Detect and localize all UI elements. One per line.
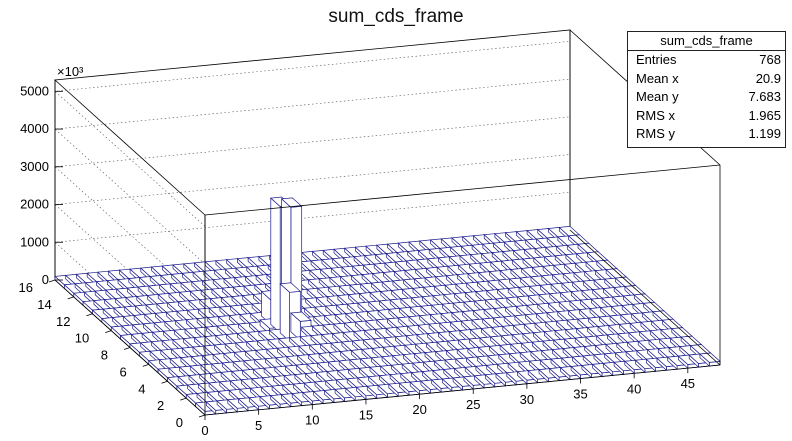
- y-tick-mark: [142, 363, 149, 367]
- y-tick-label: 6: [120, 364, 127, 379]
- y-tick-label: 8: [101, 348, 108, 363]
- x-tick-label: 25: [466, 397, 480, 412]
- z-tick-label: 0: [42, 272, 49, 287]
- bar-top-face: [279, 282, 302, 293]
- stats-row-rms-x: RMS x 1.965: [636, 107, 781, 123]
- x-tick-label: 0: [201, 423, 208, 438]
- y-tick-mark: [161, 380, 168, 384]
- z-tick-label: 2000: [20, 197, 49, 212]
- y-tick-label: 16: [19, 280, 33, 295]
- x-tick-label: 15: [359, 407, 373, 422]
- y-tick-mark: [86, 313, 93, 317]
- x-tick-label: 20: [412, 402, 426, 417]
- x-tick-label: 30: [520, 392, 534, 407]
- grid-line-z: [54, 41, 571, 227]
- y-tick-label: 12: [56, 314, 70, 329]
- stats-row-mean-y: Mean y 7.683: [636, 89, 781, 104]
- y-tick-label: 10: [75, 331, 89, 346]
- chart-title: sum_cds_frame: [328, 6, 464, 27]
- z-tick-label: 4000: [20, 121, 49, 136]
- y-tick-label: 14: [37, 297, 51, 312]
- frame-edge: [204, 164, 721, 216]
- stats-row-rms-y: RMS y 1.199: [636, 126, 781, 141]
- stats-title: sum_cds_frame: [628, 32, 785, 51]
- x-tick-label: 40: [627, 381, 641, 396]
- bar-top-face: [290, 311, 312, 322]
- stats-row-entries: Entries 768: [636, 52, 781, 67]
- stats-row-mean-x: Mean x 20.9: [636, 70, 781, 86]
- frame-edge: [569, 229, 721, 366]
- x-tick-label: 35: [573, 387, 587, 402]
- x-tick-label: 5: [255, 418, 262, 433]
- bar-left-face: [279, 283, 290, 343]
- y-tick-mark: [48, 279, 56, 283]
- z-tick-label: 1000: [20, 234, 49, 249]
- z-multiplier-label: ×10³: [57, 64, 84, 79]
- y-tick-mark: [67, 296, 74, 300]
- z-tick-label: 5000: [20, 83, 49, 98]
- x-tick-label: 10: [305, 413, 319, 428]
- x-tick-label: 45: [681, 376, 695, 391]
- stats-box: sum_cds_frame Entries 768 Mean x 20.9 Mean…: [627, 31, 786, 148]
- y-tick-label: 2: [157, 398, 164, 413]
- y-tick-mark: [180, 397, 187, 401]
- bar-top-face: [280, 197, 303, 208]
- bar-left-face: [270, 197, 281, 334]
- y-tick-label: 0: [176, 415, 183, 430]
- plot-bars: [54, 196, 721, 416]
- y-tick-mark: [198, 414, 206, 418]
- y-tick-mark: [105, 330, 112, 334]
- y-tick-label: 4: [138, 381, 145, 396]
- y-tick-mark: [123, 347, 131, 350]
- z-tick-label: 3000: [20, 159, 49, 174]
